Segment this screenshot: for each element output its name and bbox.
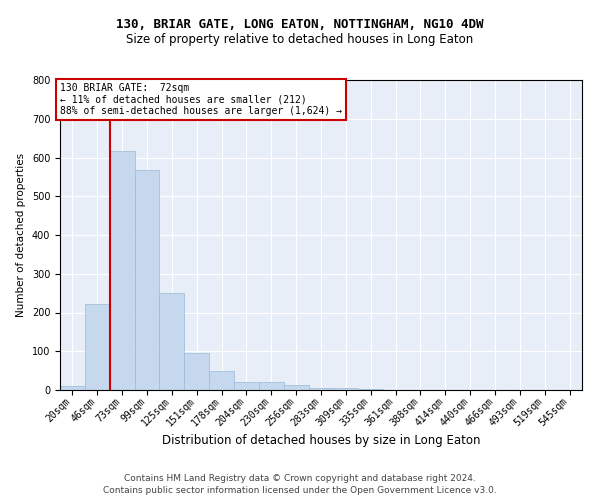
Text: 130 BRIAR GATE:  72sqm
← 11% of detached houses are smaller (212)
88% of semi-de: 130 BRIAR GATE: 72sqm ← 11% of detached … (60, 83, 342, 116)
X-axis label: Distribution of detached houses by size in Long Eaton: Distribution of detached houses by size … (162, 434, 480, 447)
Bar (284, 386, 308, 390)
Text: 130, BRIAR GATE, LONG EATON, NOTTINGHAM, NG10 4DW: 130, BRIAR GATE, LONG EATON, NOTTINGHAM,… (116, 18, 484, 30)
Bar (334, 388, 358, 390)
Bar (134, 170, 160, 390)
Bar (209, 372, 234, 390)
Text: Contains HM Land Registry data © Crown copyright and database right 2024.
Contai: Contains HM Land Registry data © Crown c… (103, 474, 497, 495)
Text: Size of property relative to detached houses in Long Eaton: Size of property relative to detached ho… (127, 32, 473, 46)
Bar (60, 386, 85, 390)
Bar (85, 304, 110, 390)
Bar (184, 353, 209, 390)
Bar (308, 388, 334, 390)
Y-axis label: Number of detached properties: Number of detached properties (16, 153, 26, 317)
Bar (358, 389, 383, 390)
Bar (110, 151, 134, 390)
Bar (259, 382, 284, 390)
Bar (234, 382, 259, 390)
Bar (160, 293, 184, 390)
